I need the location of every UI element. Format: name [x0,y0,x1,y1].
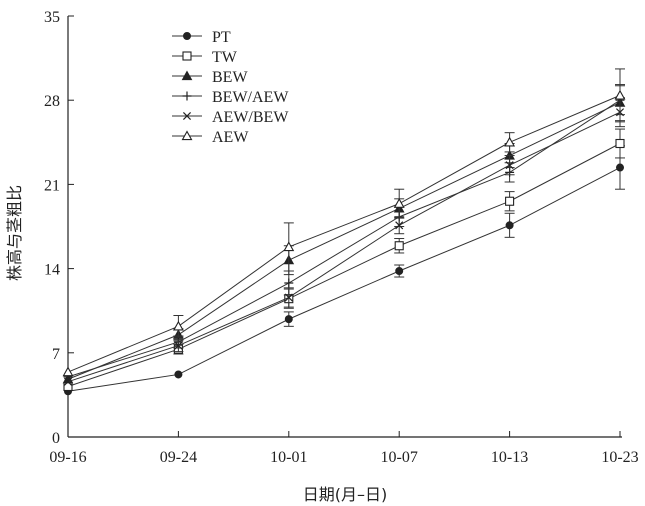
data-point [505,221,514,230]
y-tick-label: 0 [52,430,60,447]
legend-item: TW [172,49,238,66]
legend-item: BEW [172,69,248,86]
legend-label: TW [212,49,238,66]
data-point [174,370,183,379]
legend-label: PT [212,29,231,46]
series-line [67,111,621,383]
series-line [67,99,621,378]
legend-marker [182,111,192,121]
legend-label: BEW [212,69,248,86]
x-tick-label: 10-07 [381,449,418,466]
data-point [614,89,626,100]
data-point [284,315,293,324]
data-point [395,221,404,230]
legend-marker [183,32,191,40]
y-tick-label: 28 [44,93,60,110]
axes: 0 7 14 21 28 35 09-16 09-24 10-01 10-07 10-13 10-23 [44,9,639,466]
x-axis-title: 日期(月–日) [303,485,388,504]
series-pt [64,145,625,396]
legend-item: PT [172,29,231,46]
data-point [284,293,293,302]
series-layer [62,68,626,396]
data-point [284,278,294,288]
y-axis-title: 株高与茎粗比 [5,185,24,281]
data-point [615,138,625,149]
series-aew [62,68,626,377]
x-tick-label: 09-16 [49,449,86,466]
data-point [62,366,74,377]
data-point [505,161,514,170]
legend-label: BEW/AEW [212,89,289,106]
x-tick-label: 10-23 [601,449,638,466]
legend-marker [182,91,192,101]
data-point [283,241,295,252]
legend: PT TW BEW BEW/AEW AEW/BEW AEW [172,29,289,146]
data-point [616,163,624,172]
legend-marker [182,51,192,61]
x-tick-label: 10-01 [270,449,307,466]
data-point [63,377,73,386]
series-line [67,167,621,392]
series-line [67,94,621,373]
legend-label: AEW/BEW [212,109,289,126]
legend-item: AEW [172,129,249,146]
data-point [172,320,184,331]
data-point [505,196,515,206]
legend-label: AEW [212,129,249,146]
legend-item: BEW/AEW [172,89,289,106]
y-tick-label: 14 [44,262,60,279]
legend-item: AEW/BEW [172,109,289,126]
series-line [67,143,621,387]
series-bew-aew [63,85,625,382]
x-tick-label: 10-13 [491,449,528,466]
legend-marker [181,70,193,81]
series-line [67,102,621,380]
data-point [504,136,516,147]
data-point [395,267,404,276]
data-point [394,241,404,251]
legend-marker [181,130,193,141]
x-tick-label: 09-24 [160,449,197,466]
y-tick-label: 7 [52,346,60,363]
data-point [393,198,405,208]
y-tick-label: 35 [44,9,60,26]
y-tick-label: 21 [44,177,60,194]
data-point [174,341,183,350]
